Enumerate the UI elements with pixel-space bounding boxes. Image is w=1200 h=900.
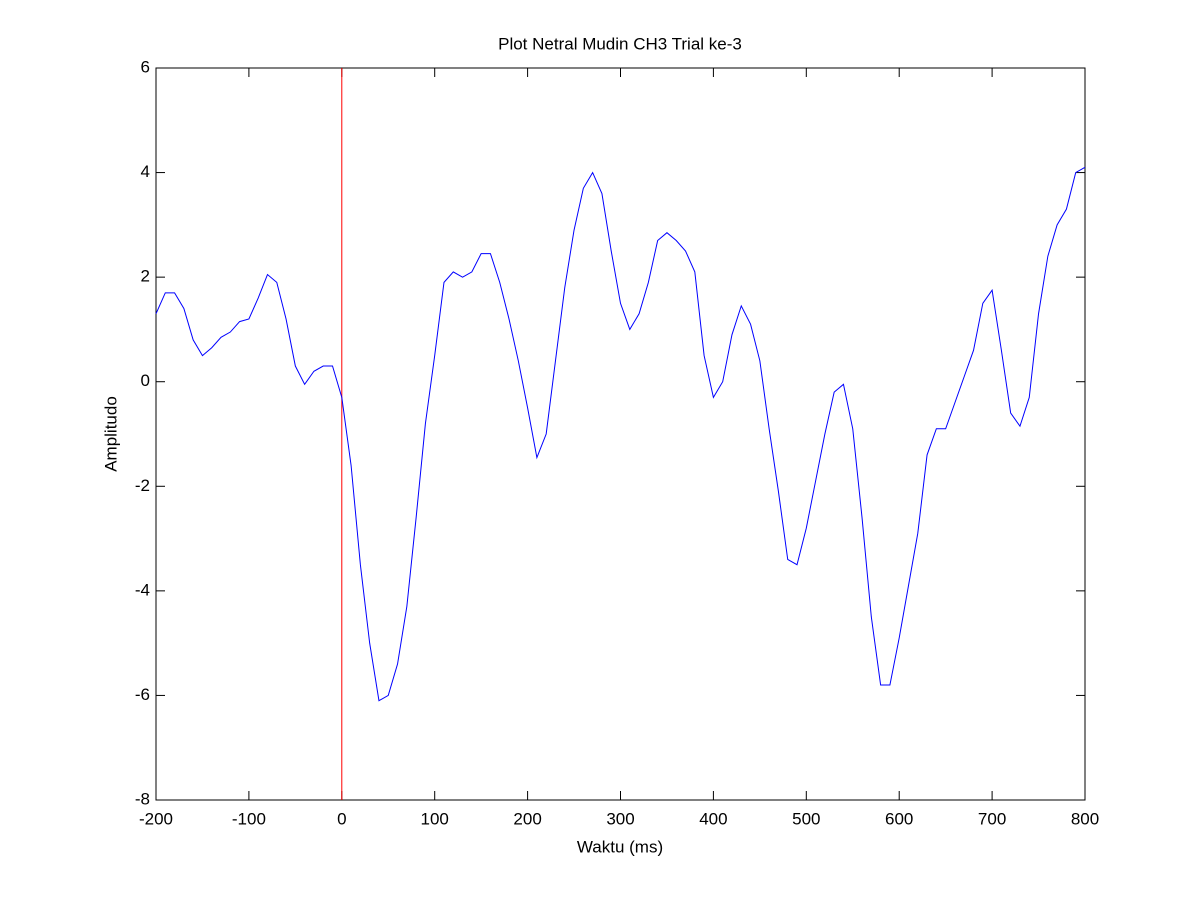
y-axis-label: Amplitudo xyxy=(101,396,120,472)
x-tick-label: 800 xyxy=(1071,809,1099,828)
y-tick-label: -8 xyxy=(135,789,150,808)
y-tick-label: 6 xyxy=(141,57,150,76)
y-tick-label: 2 xyxy=(141,267,150,286)
y-tick-label: -4 xyxy=(135,580,150,599)
x-tick-label: 300 xyxy=(606,809,634,828)
y-tick-label: -6 xyxy=(135,685,150,704)
data-line xyxy=(155,166,1086,702)
y-tick-label: -2 xyxy=(135,476,150,495)
y-tick-label: 4 xyxy=(141,162,150,181)
x-tick-label: 100 xyxy=(421,809,449,828)
x-axis-label: Waktu (ms) xyxy=(577,837,663,856)
x-tick-label: 200 xyxy=(513,809,541,828)
x-tick-label: 700 xyxy=(978,809,1006,828)
x-tick-label: -100 xyxy=(232,809,266,828)
y-tick-label: 0 xyxy=(141,371,150,390)
x-tick-label: 500 xyxy=(792,809,820,828)
chart-title: Plot Netral Mudin CH3 Trial ke-3 xyxy=(498,34,742,53)
x-tick-label: -200 xyxy=(139,809,173,828)
x-tick-label: 600 xyxy=(885,809,913,828)
x-tick-label: 0 xyxy=(337,809,346,828)
x-tick-label: 400 xyxy=(699,809,727,828)
